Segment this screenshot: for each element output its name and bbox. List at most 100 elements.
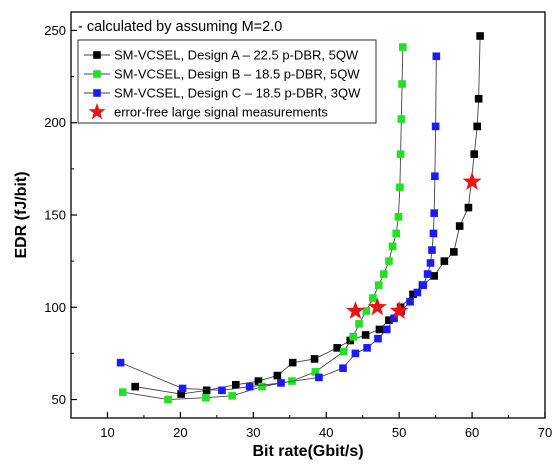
data-point <box>429 229 438 238</box>
x-tick-label: 40 <box>319 425 333 440</box>
data-point <box>254 377 263 385</box>
data-point <box>396 150 405 158</box>
legend-label: SM-VCSEL, Design C – 18.5 p-DBR, 3QW <box>114 86 361 101</box>
data-point <box>440 257 449 265</box>
data-point <box>396 183 404 192</box>
data-point <box>311 368 320 376</box>
star-point <box>345 300 365 320</box>
data-point <box>398 80 406 88</box>
legend-marker <box>93 89 101 97</box>
data-point <box>394 213 403 221</box>
x-tick-label: 60 <box>465 425 479 440</box>
data-point <box>363 344 371 352</box>
data-point <box>202 393 210 402</box>
data-point <box>288 358 297 367</box>
data-point <box>361 331 370 339</box>
x-axis: 10 20 30 40 50 60 70 <box>70 412 552 440</box>
annotation-text: - calculated by assuming M=2.0 <box>78 19 282 35</box>
data-point <box>423 270 432 278</box>
x-tick-label: 30 <box>246 425 260 440</box>
star-point <box>462 171 482 190</box>
data-point <box>131 382 139 391</box>
data-point <box>349 333 358 341</box>
data-point <box>476 32 484 40</box>
data-series <box>116 32 484 404</box>
data-point <box>218 386 226 395</box>
data-point <box>399 43 407 51</box>
legend-item: SM-VCSEL, Design A – 22.5 p-DBR, 5QW <box>84 48 359 63</box>
data-point <box>455 222 464 230</box>
data-point <box>118 388 127 396</box>
data-point <box>355 320 363 328</box>
data-point <box>374 281 383 289</box>
data-point <box>228 392 236 400</box>
star-point <box>367 297 387 316</box>
data-point <box>339 347 348 356</box>
data-point <box>406 297 414 306</box>
legend-label: error-free large signal measurements <box>114 105 328 120</box>
legend-marker <box>93 70 101 78</box>
x-tick-label: 20 <box>173 425 187 440</box>
legend-label: SM-VCSEL, Design B – 18.5 p-DBR, 5QW <box>114 67 360 82</box>
data-point <box>473 122 481 131</box>
data-point <box>385 316 393 324</box>
x-tick-label: 10 <box>100 425 114 440</box>
legend-star-marker <box>88 103 106 120</box>
data-point <box>380 270 388 278</box>
y-tick-label: 100 <box>44 300 66 315</box>
data-point <box>388 242 397 251</box>
data-point <box>382 325 391 334</box>
data-point <box>245 382 254 391</box>
data-point <box>397 115 406 123</box>
data-point <box>431 172 439 181</box>
y-tick-label: 50 <box>52 392 66 407</box>
data-point <box>474 94 483 103</box>
data-point <box>409 290 417 299</box>
legend-box <box>77 39 377 124</box>
data-point <box>258 382 266 391</box>
data-point <box>464 203 473 212</box>
data-point <box>430 272 438 280</box>
legend-label: SM-VCSEL, Design A – 22.5 p-DBR, 5QW <box>114 48 359 63</box>
data-point <box>277 379 285 387</box>
data-point <box>232 380 240 389</box>
y-tick-label: 200 <box>44 115 66 130</box>
data-point <box>430 209 438 217</box>
legend-item: SM-VCSEL, Design C – 18.5 p-DBR, 3QW <box>84 86 361 101</box>
data-point <box>164 395 172 404</box>
data-point <box>392 229 401 238</box>
data-point <box>413 288 422 297</box>
legend-item: error-free large signal measurements <box>88 103 328 120</box>
data-point <box>369 294 377 302</box>
y-tick-label: 150 <box>44 208 66 223</box>
y-axis-title: EDR (fJ/bit) <box>13 171 30 258</box>
y-tick-label: 250 <box>44 23 66 38</box>
data-point <box>432 52 441 61</box>
data-point <box>339 364 347 372</box>
data-point <box>315 373 323 382</box>
data-point <box>116 358 125 367</box>
data-point <box>426 259 435 267</box>
data-point <box>351 349 360 358</box>
data-point <box>419 281 428 289</box>
data-point <box>375 325 384 334</box>
star-point <box>389 300 409 320</box>
x-tick-label: 70 <box>538 425 552 440</box>
data-point <box>333 344 341 352</box>
data-point <box>450 248 458 256</box>
data-point <box>428 246 436 254</box>
x-axis-title: Bit rate(Gbit/s) <box>252 443 363 460</box>
x-tick-label: 50 <box>392 425 406 440</box>
legend: SM-VCSEL, Design A – 22.5 p-DBR, 5QW SM-V… <box>77 39 377 124</box>
data-point <box>273 371 282 380</box>
data-point <box>385 257 393 265</box>
data-point <box>374 334 382 343</box>
legend-marker <box>93 51 101 59</box>
data-point <box>362 307 371 315</box>
legend-item: SM-VCSEL, Design B – 18.5 p-DBR, 5QW <box>84 67 360 82</box>
data-point <box>202 386 211 395</box>
y-axis: 50 100 150 200 250 <box>44 23 77 407</box>
data-point <box>431 122 440 131</box>
data-point <box>310 355 319 363</box>
